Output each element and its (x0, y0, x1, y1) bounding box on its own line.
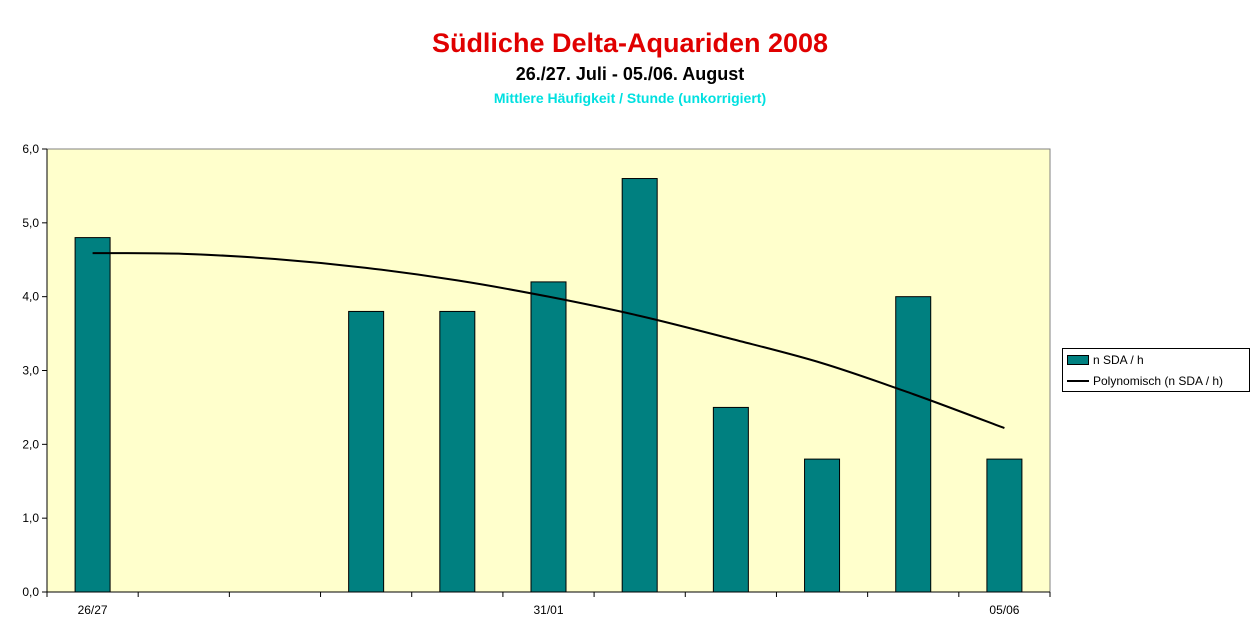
chart-description: Mittlere Häufigkeit / Stunde (unkorrigie… (493, 90, 767, 106)
legend: n SDA / h Polynomisch (n SDA / h) (1062, 348, 1250, 392)
y-tick-label: 3,0 (22, 364, 39, 378)
y-tick-label: 0,0 (22, 585, 39, 599)
bar-29-30 (348, 310, 385, 593)
y-tick-label: 6,0 (22, 142, 39, 156)
legend-line-swatch (1067, 380, 1089, 382)
bar-01-02 (621, 178, 658, 593)
chart-subtitle: 26./27. Juli - 05./06. August (515, 64, 745, 84)
bar-03-04 (804, 458, 841, 593)
y-tick-label: 2,0 (22, 437, 39, 451)
bar-05-06 (986, 458, 1023, 593)
trendline (92, 252, 1005, 430)
x-tick-label: 05/06 (989, 603, 1019, 617)
legend-item-series: n SDA / h (1067, 353, 1144, 367)
bar-series (74, 178, 1023, 593)
bar-04-05 (895, 296, 932, 593)
y-tick-label: 5,0 (22, 216, 39, 230)
y-axis: 0,0 1,0 2,0 3,0 4,0 5,0 6,0 (22, 142, 48, 599)
y-tick-label: 1,0 (22, 511, 39, 525)
bar-02-03 (712, 406, 749, 593)
y-tick-label: 4,0 (22, 290, 39, 304)
x-tick-label: 31/01 (533, 603, 563, 617)
bar-30-31 (439, 310, 476, 593)
legend-trend-label: Polynomisch (n SDA / h) (1093, 374, 1224, 388)
x-tick-label: 26/27 (78, 603, 108, 617)
legend-item-trendline: Polynomisch (n SDA / h) (1067, 374, 1223, 388)
legend-series-label: n SDA / h (1093, 353, 1144, 367)
bar-31-01 (530, 281, 567, 593)
x-axis: 26/27 31/01 05/06 (46, 591, 1051, 617)
bar-26-27 (74, 237, 111, 593)
chart-title: Südliche Delta-Aquariden 2008 (431, 28, 829, 58)
legend-bar-swatch (1067, 355, 1089, 365)
